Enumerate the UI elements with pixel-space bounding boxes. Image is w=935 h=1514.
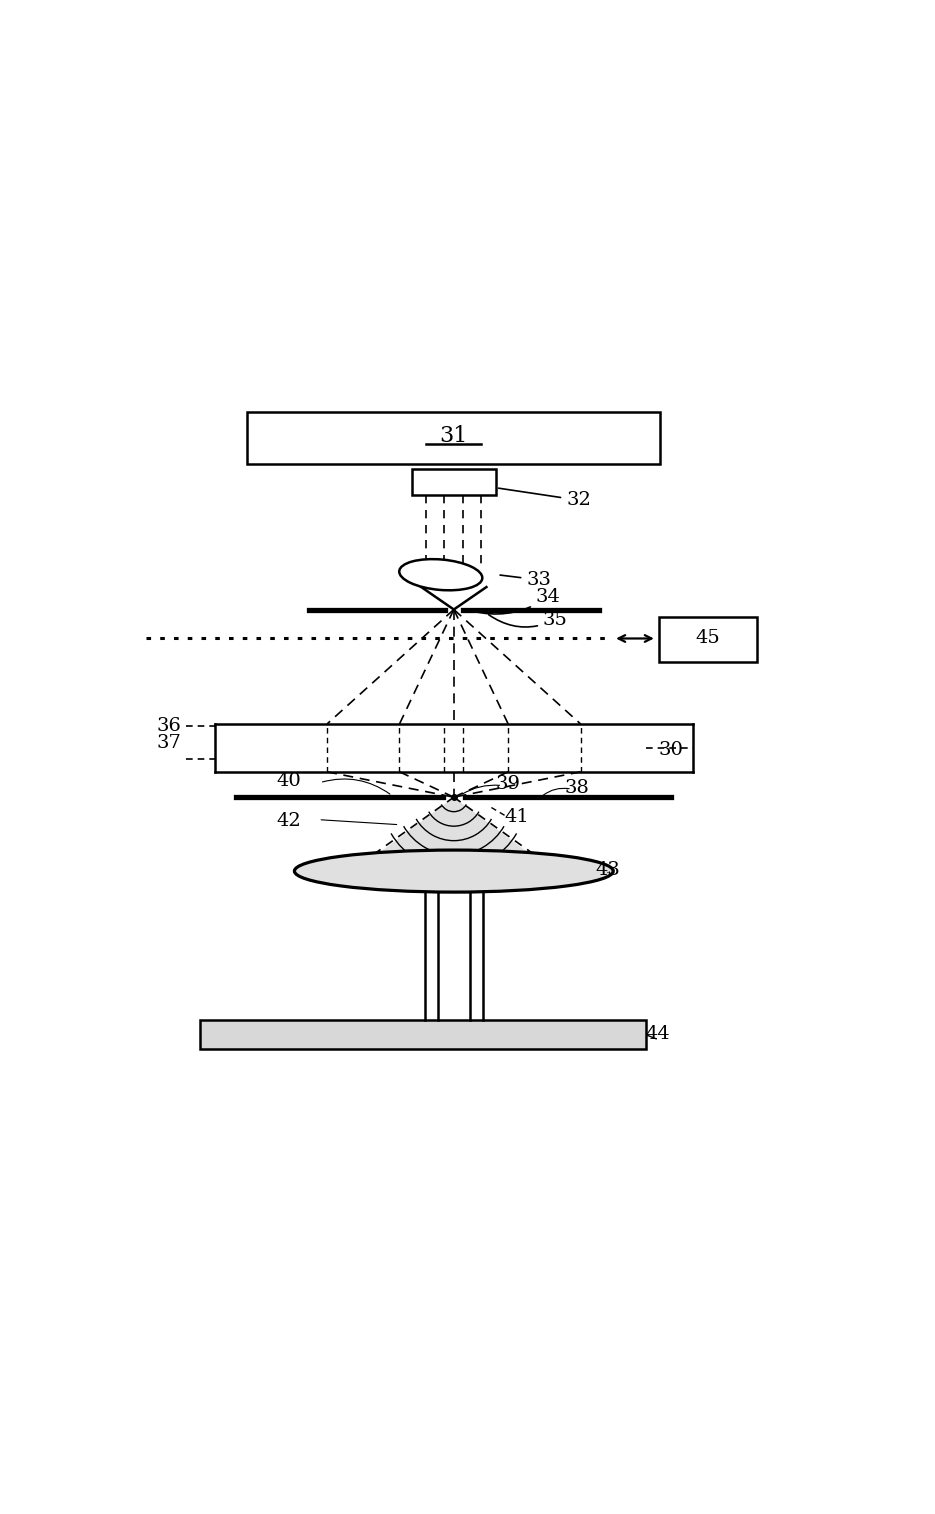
Bar	[247, 412, 660, 463]
Ellipse shape	[295, 849, 613, 892]
Text: 38: 38	[565, 778, 590, 796]
Text: 42: 42	[277, 812, 301, 830]
Text: 30: 30	[659, 740, 683, 759]
Text: 45: 45	[695, 630, 720, 648]
Bar	[659, 618, 756, 663]
Text: 44: 44	[646, 1025, 670, 1043]
Text: 35: 35	[489, 610, 568, 628]
Text: 33: 33	[500, 571, 552, 589]
Text: 34: 34	[465, 589, 561, 615]
Ellipse shape	[399, 559, 482, 590]
Text: 40: 40	[277, 772, 301, 790]
Text: 36: 36	[157, 718, 181, 736]
Text: 37: 37	[157, 734, 181, 752]
Text: 32: 32	[498, 488, 591, 509]
Polygon shape	[374, 798, 534, 857]
Bar	[411, 469, 496, 495]
Text: 31: 31	[439, 424, 468, 447]
Text: 43: 43	[596, 861, 620, 878]
Text: 39: 39	[496, 775, 520, 793]
Bar	[200, 1019, 646, 1049]
Text: 41: 41	[505, 808, 529, 827]
